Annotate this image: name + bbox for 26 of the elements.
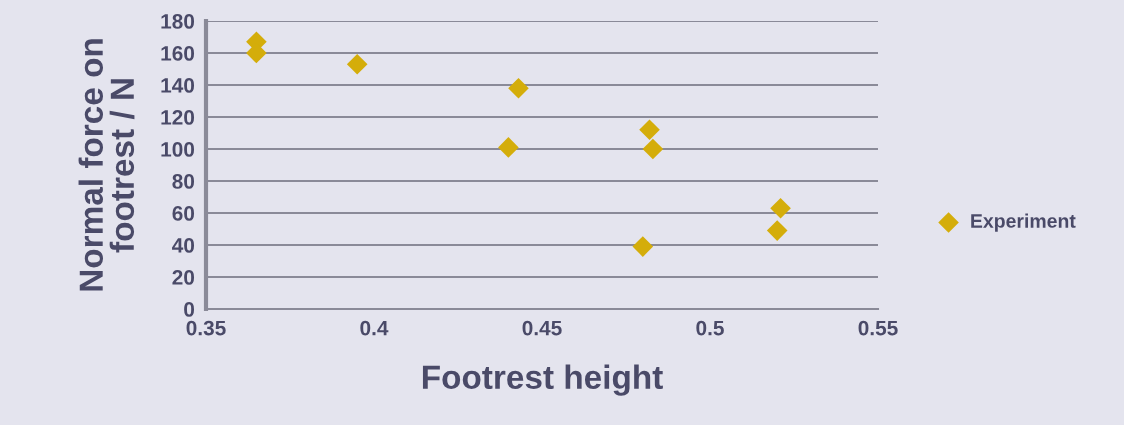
y-tick-label: 20 [172, 270, 195, 285]
point [498, 137, 519, 158]
point [766, 220, 788, 241]
point [632, 236, 654, 257]
y-axis-title: Normal force on footrest / N [78, 39, 135, 291]
y-tick-label: 180 [161, 14, 195, 29]
y-tick-label: 0 [184, 302, 195, 317]
x-tick-label: 0.55 [858, 320, 898, 336]
point [642, 138, 664, 160]
point [770, 197, 791, 219]
x-tick-label: 0.4 [360, 320, 389, 336]
x-tick-label: 0.45 [522, 320, 562, 336]
y-tick-label: 80 [172, 174, 195, 189]
x-axis-title: Footrest height [422, 364, 663, 396]
y-tick-label: 100 [161, 142, 195, 157]
y-tick-label: 160 [161, 46, 195, 61]
y-tick-label: 40 [172, 238, 195, 253]
point [639, 119, 660, 141]
y-tick-label: 60 [172, 206, 195, 221]
y-tick-label: 120 [161, 110, 195, 125]
legend-label: Experiment [971, 213, 1076, 232]
y-tick-label: 140 [161, 78, 195, 93]
point [346, 53, 368, 75]
x-tick-label: 0.5 [696, 320, 724, 336]
x-tick-label: 0.35 [186, 320, 226, 336]
point [508, 77, 529, 99]
